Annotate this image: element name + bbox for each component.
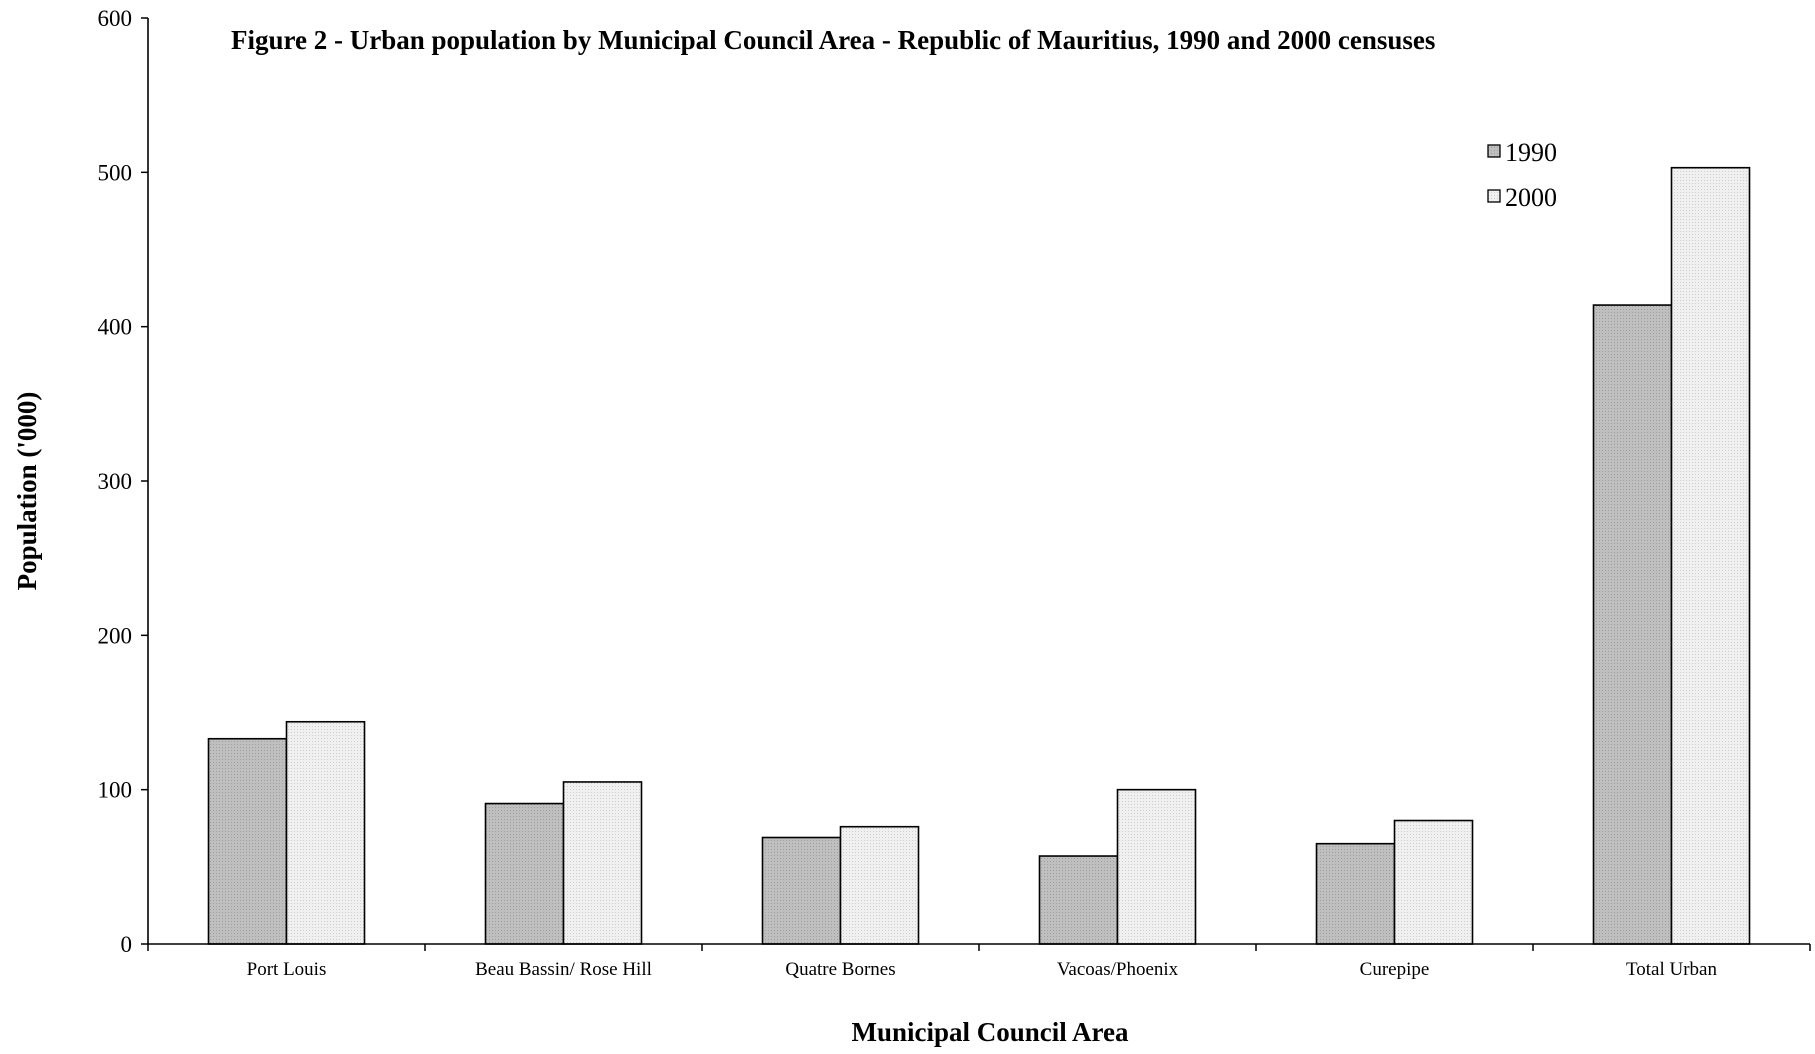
legend-label-1990: 1990 xyxy=(1505,138,1557,167)
x-tick-label: Beau Bassin/ Rose Hill xyxy=(475,959,652,980)
axes xyxy=(147,18,1810,945)
bar-2000-0 xyxy=(285,720,366,945)
y-tick-label: 500 xyxy=(98,160,133,185)
bar-2000-4 xyxy=(1393,819,1474,945)
bar-1990-0 xyxy=(207,737,288,945)
chart-legend: 1990 2000 xyxy=(1487,138,1557,212)
legend-swatch-2000 xyxy=(1487,189,1501,203)
x-tick-label: Port Louis xyxy=(247,959,327,980)
y-axis-ticks: 0 100 200 300 400 500 600 xyxy=(98,6,148,957)
legend-label-2000: 2000 xyxy=(1505,183,1557,212)
bar-2000-5 xyxy=(1670,166,1751,945)
chart-title: Figure 2 - Urban population by Municipal… xyxy=(231,25,1435,55)
bar-1990-4 xyxy=(1315,842,1396,945)
bar-2000-2 xyxy=(839,825,920,945)
y-tick-label: 300 xyxy=(98,469,133,494)
y-tick-label: 200 xyxy=(98,623,133,648)
y-axis-label: Population ('000) xyxy=(12,392,42,591)
x-tick-label: Total Urban xyxy=(1626,959,1718,980)
x-tick-label: Vacoas/Phoenix xyxy=(1057,959,1179,980)
bar-2000-3 xyxy=(1116,788,1197,945)
y-tick-label: 600 xyxy=(98,6,133,31)
x-axis-label: Municipal Council Area xyxy=(851,1017,1129,1047)
y-tick-label: 100 xyxy=(98,778,133,803)
x-tick-label: Quatre Bornes xyxy=(785,959,895,980)
bar-1990-5 xyxy=(1592,304,1673,945)
y-tick-label: 400 xyxy=(98,315,133,340)
x-tick-label: Curepipe xyxy=(1360,959,1430,980)
bar-series-group xyxy=(207,166,1751,945)
legend-swatch-1990 xyxy=(1487,144,1501,158)
bar-2000-1 xyxy=(562,781,643,945)
y-tick-label: 0 xyxy=(121,932,133,957)
bar-1990-3 xyxy=(1038,855,1119,945)
bar-1990-2 xyxy=(761,836,842,945)
x-axis-ticks: Port Louis Beau Bassin/ Rose Hill Quatre B… xyxy=(147,944,1811,980)
bar-1990-1 xyxy=(484,802,565,945)
